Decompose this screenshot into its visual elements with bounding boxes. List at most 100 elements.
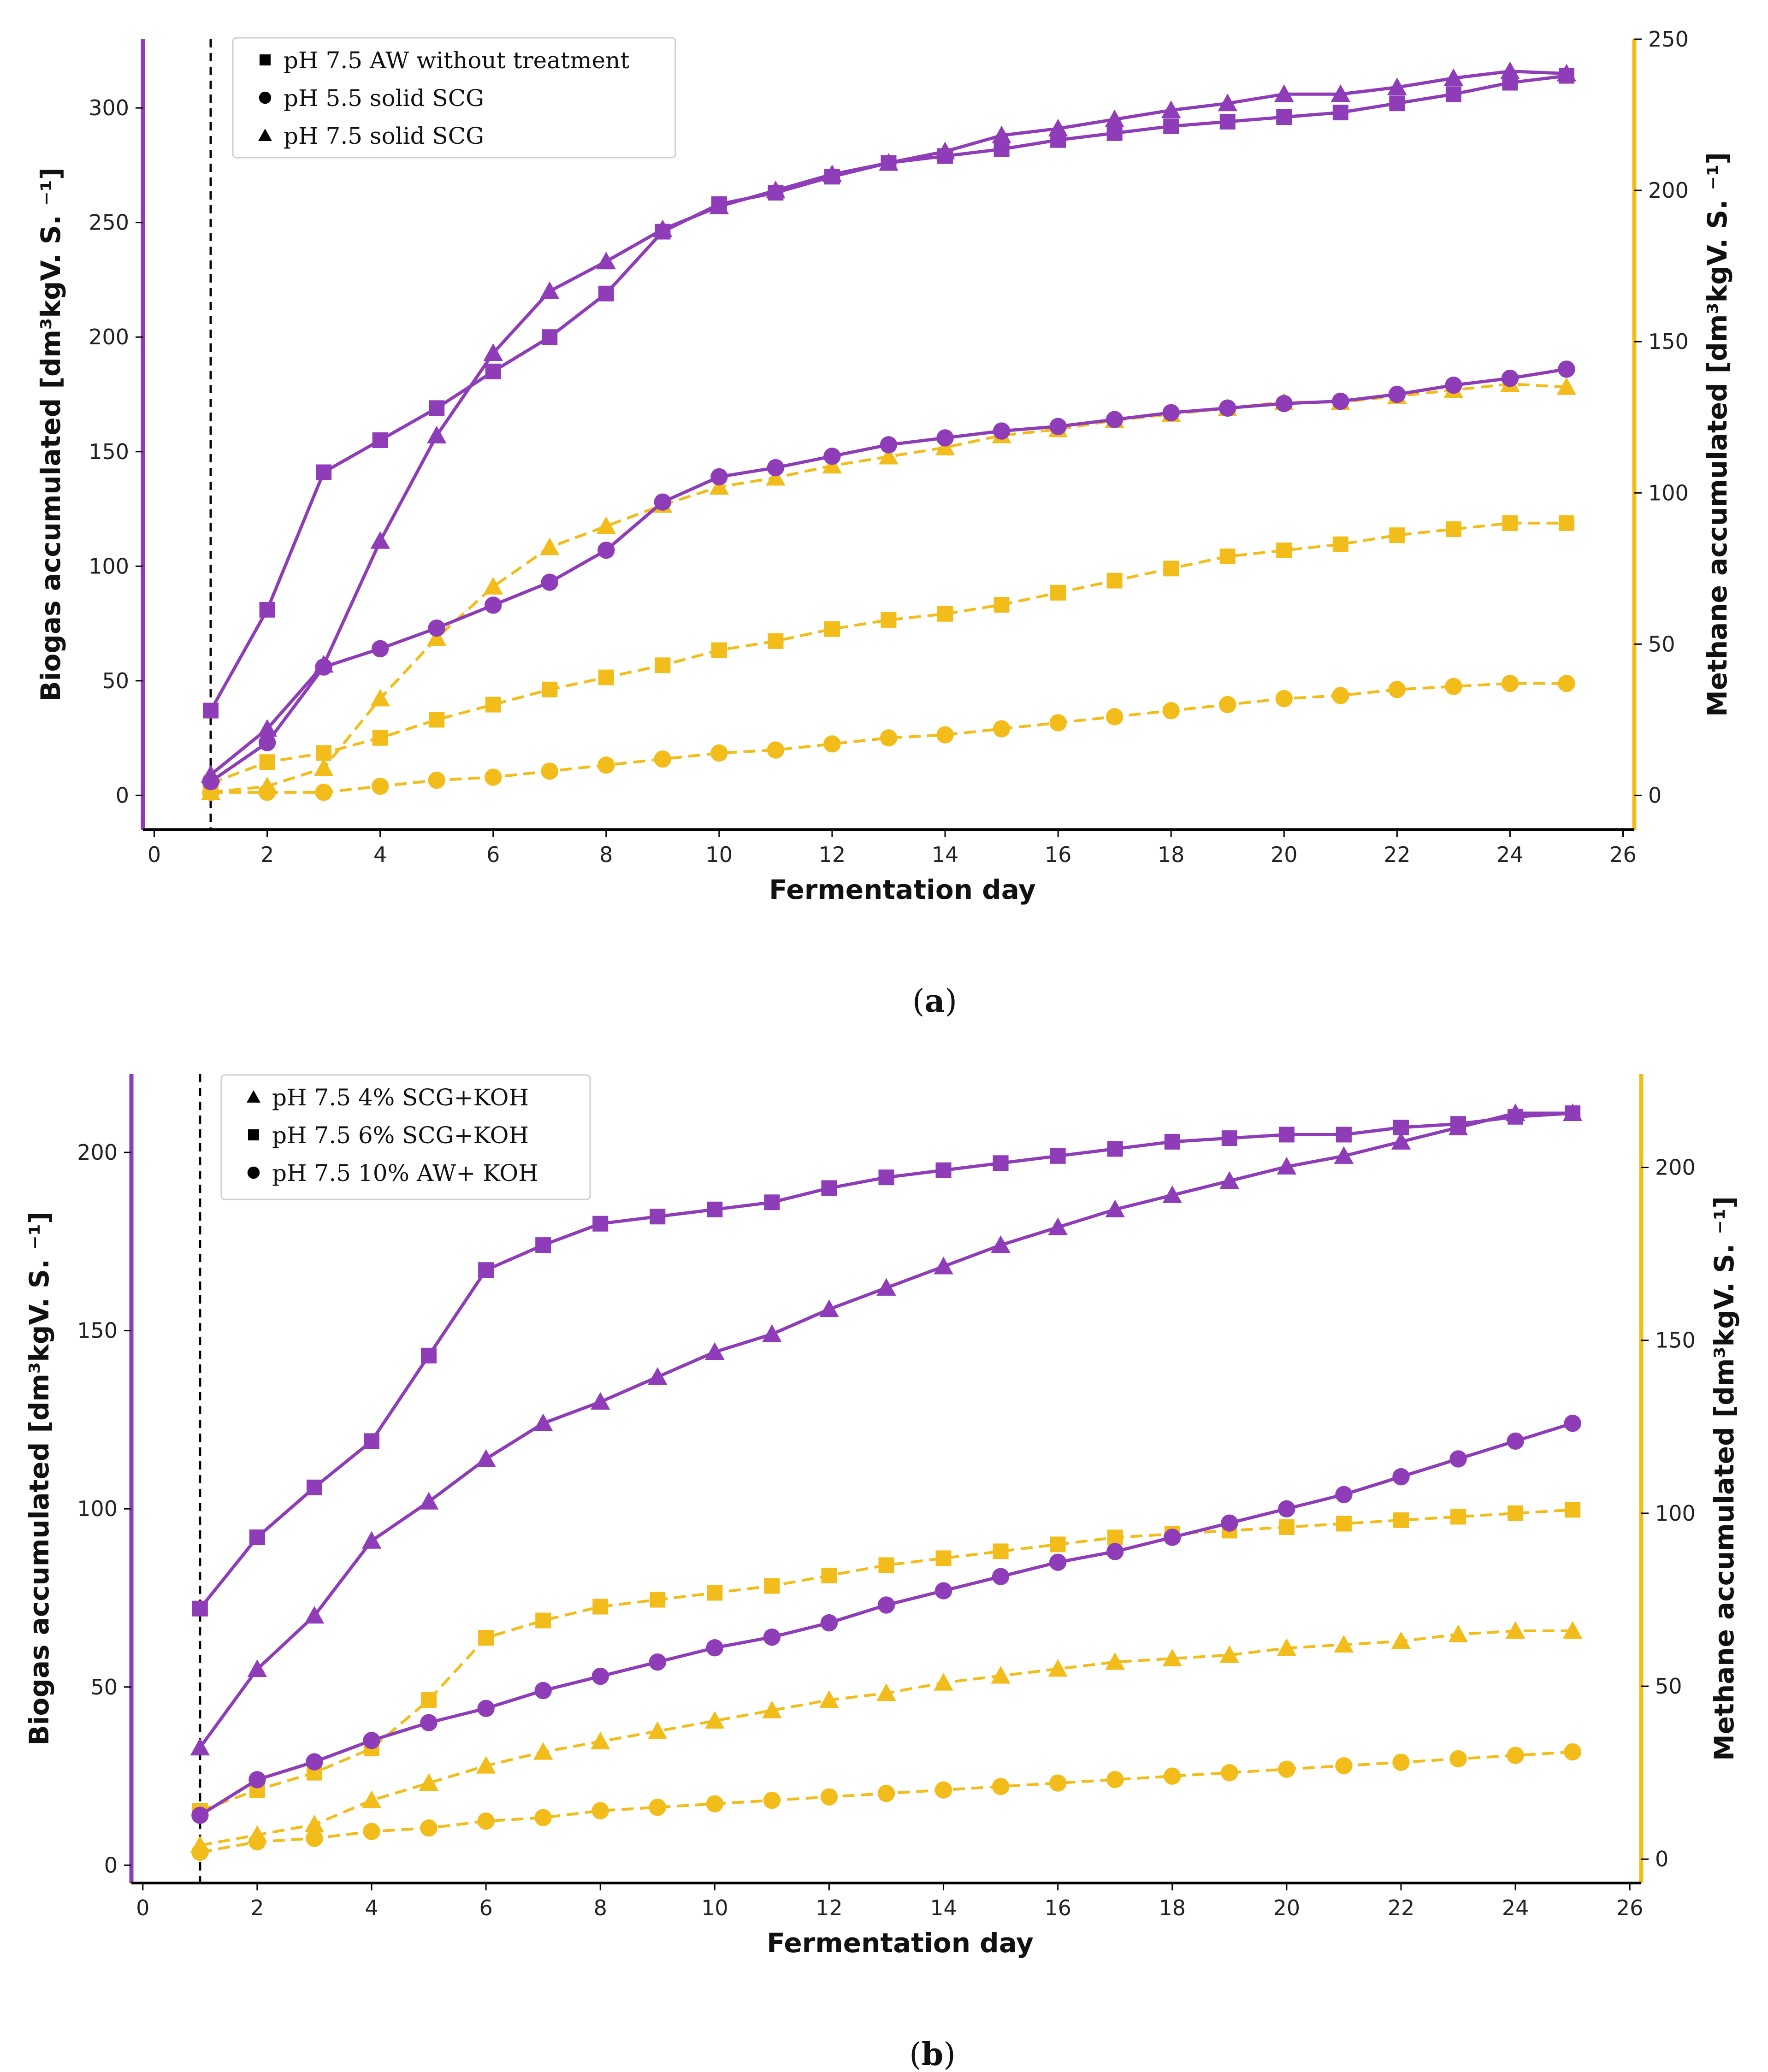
data-point <box>1445 678 1462 695</box>
legend-label: pH 7.5 AW without treatment <box>284 47 629 74</box>
x-tick-label: 22 <box>1384 842 1411 867</box>
series-methane-square <box>192 1502 1581 1819</box>
data-point <box>535 1237 551 1253</box>
data-point <box>592 1599 609 1615</box>
caption-letter: a <box>924 983 945 1020</box>
series-line <box>200 1750 1573 1854</box>
data-point <box>304 1606 325 1624</box>
data-point <box>429 400 445 416</box>
data-point <box>1049 1774 1067 1792</box>
x-tick-label: 14 <box>930 1895 957 1920</box>
y-left-tick-label: 0 <box>104 1853 118 1877</box>
caption-close: ) <box>943 2037 956 2072</box>
data-point <box>372 730 388 746</box>
x-tick-label: 8 <box>599 842 613 867</box>
chart-panel-a: 0 2 4 6 8 10 12 14 16 18 20 22 24 2605010015020025030… <box>35 27 1733 1020</box>
data-point <box>706 1639 724 1657</box>
data-point <box>483 577 503 595</box>
x-tick-label: 22 <box>1388 1895 1415 1920</box>
data-point <box>534 1682 552 1700</box>
data-point <box>766 180 786 199</box>
x-tick-label: 0 <box>148 842 161 867</box>
legend-marker-triangle <box>247 1090 260 1103</box>
y-right-axis-label: Methane accumulated [dm³kgV. S. ⁻¹] <box>1702 152 1733 717</box>
data-point <box>1501 370 1519 387</box>
data-point <box>1565 1105 1581 1122</box>
data-point <box>541 573 558 591</box>
data-point <box>420 1819 438 1837</box>
y-left-axis-label: Biogas accumulated [dm³kgV. S. ⁻¹] <box>35 167 66 701</box>
data-point <box>316 745 332 761</box>
legend-box <box>220 1074 591 1200</box>
data-point <box>655 657 671 673</box>
data-point <box>1048 118 1068 136</box>
data-point <box>313 655 334 673</box>
data-point <box>649 1798 666 1816</box>
data-point <box>1105 1199 1125 1217</box>
data-point <box>650 1592 666 1608</box>
data-point <box>372 432 388 448</box>
data-point <box>1336 1127 1352 1143</box>
data-point <box>1335 1486 1353 1503</box>
data-point <box>247 1659 267 1677</box>
data-point <box>1050 584 1066 601</box>
y-left-tick-label: 200 <box>89 325 129 349</box>
data-point <box>934 1673 953 1691</box>
data-point <box>1277 1157 1297 1175</box>
data-point <box>1164 1529 1181 1546</box>
data-point <box>535 1612 551 1629</box>
data-point <box>428 619 445 637</box>
data-point <box>1508 1505 1524 1521</box>
data-point <box>363 1823 380 1840</box>
data-point <box>1501 674 1519 692</box>
data-point <box>767 459 785 477</box>
data-point <box>428 771 445 789</box>
data-point <box>1048 1217 1068 1235</box>
data-point <box>709 477 729 495</box>
data-point <box>879 447 899 465</box>
x-tick-label: 26 <box>1616 1895 1644 1920</box>
data-point <box>316 464 332 480</box>
x-tick-label: 6 <box>479 1895 492 1920</box>
data-point <box>1556 64 1577 82</box>
data-point <box>1105 1652 1125 1670</box>
data-point <box>541 762 558 780</box>
y-left-tick-label: 0 <box>116 783 129 808</box>
data-point <box>879 153 899 171</box>
data-point <box>1332 392 1349 410</box>
data-point <box>706 1795 724 1812</box>
data-point <box>313 758 334 776</box>
data-point <box>591 1667 609 1685</box>
x-tick-label: 2 <box>250 1895 264 1920</box>
legend-marker-triangle <box>258 129 272 141</box>
data-point <box>1050 1148 1066 1164</box>
data-point <box>1276 542 1292 558</box>
data-point <box>1106 708 1123 726</box>
data-point <box>1505 1621 1526 1639</box>
data-point <box>590 1731 610 1750</box>
y-left-axis-label: Biogas accumulated [dm³kgV. S. ⁻¹] <box>24 1211 55 1745</box>
data-point <box>1278 1500 1295 1517</box>
data-point <box>485 768 502 786</box>
data-point <box>1507 1747 1524 1764</box>
legend-label: pH 7.5 solid SCG <box>284 123 484 149</box>
legend-marker-circle <box>259 91 272 104</box>
y-right-axis-label: Methane accumulated [dm³kgV. S. ⁻¹] <box>1709 1196 1740 1761</box>
data-point <box>201 765 221 783</box>
data-point <box>597 756 615 774</box>
data-point <box>1450 1116 1466 1132</box>
series-biogas-triangle <box>201 61 1577 783</box>
data-point <box>1278 1519 1295 1535</box>
data-point <box>1558 674 1575 692</box>
data-point <box>934 1257 953 1275</box>
y-left-tick-label: 50 <box>102 668 129 693</box>
data-point <box>1391 1631 1411 1649</box>
data-point <box>648 1367 668 1385</box>
data-point <box>1106 411 1123 428</box>
legend-label: pH 7.5 10% AW+ KOH <box>272 1160 538 1187</box>
data-point <box>763 1791 781 1809</box>
data-point <box>1393 1119 1409 1135</box>
data-point <box>1449 1450 1467 1468</box>
data-point <box>649 1653 666 1671</box>
data-point <box>371 778 389 795</box>
